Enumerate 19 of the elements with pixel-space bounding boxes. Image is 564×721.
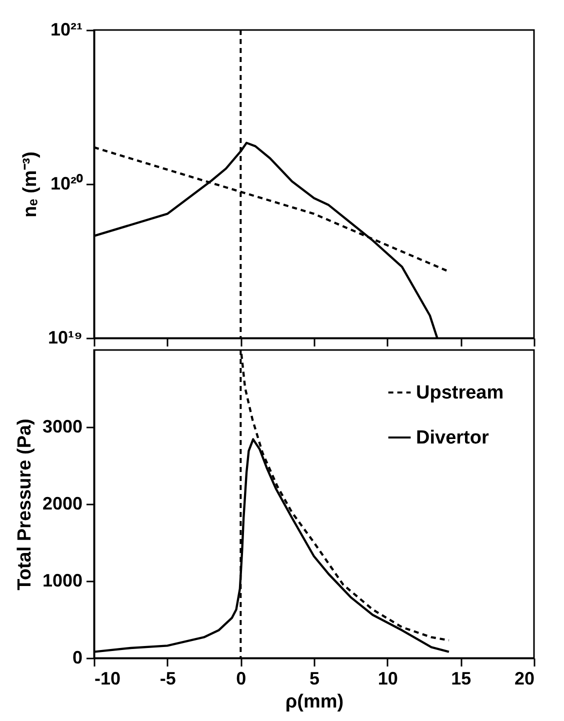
x-tick-label: 5	[309, 668, 320, 688]
x-tick-label: 15	[451, 668, 472, 688]
y-tick-label: 10²¹	[50, 20, 82, 40]
y-tick-label: 10²⁰	[50, 174, 84, 194]
y-tick-label: 1000	[42, 570, 82, 590]
y-tick-label: 0	[72, 648, 82, 668]
x-tick-label: -10	[94, 668, 121, 688]
x-tick-label: 20	[514, 668, 534, 688]
x-tick-label: 0	[236, 668, 246, 688]
y-axis-title: Total Pressure (Pa)	[14, 418, 36, 590]
legend-label: Upstream	[416, 382, 504, 404]
y-axis-title: nₑ (m⁻³)	[20, 152, 41, 218]
y-tick-label: 10¹⁹	[48, 328, 82, 348]
y-tick-label: 3000	[42, 416, 82, 436]
y-tick-label: 2000	[42, 494, 82, 514]
x-tick-label: 10	[378, 668, 398, 688]
x-axis-title: ρ(mm)	[285, 692, 344, 712]
legend-label: Divertor	[416, 428, 490, 448]
x-tick-label: -5	[160, 668, 176, 688]
